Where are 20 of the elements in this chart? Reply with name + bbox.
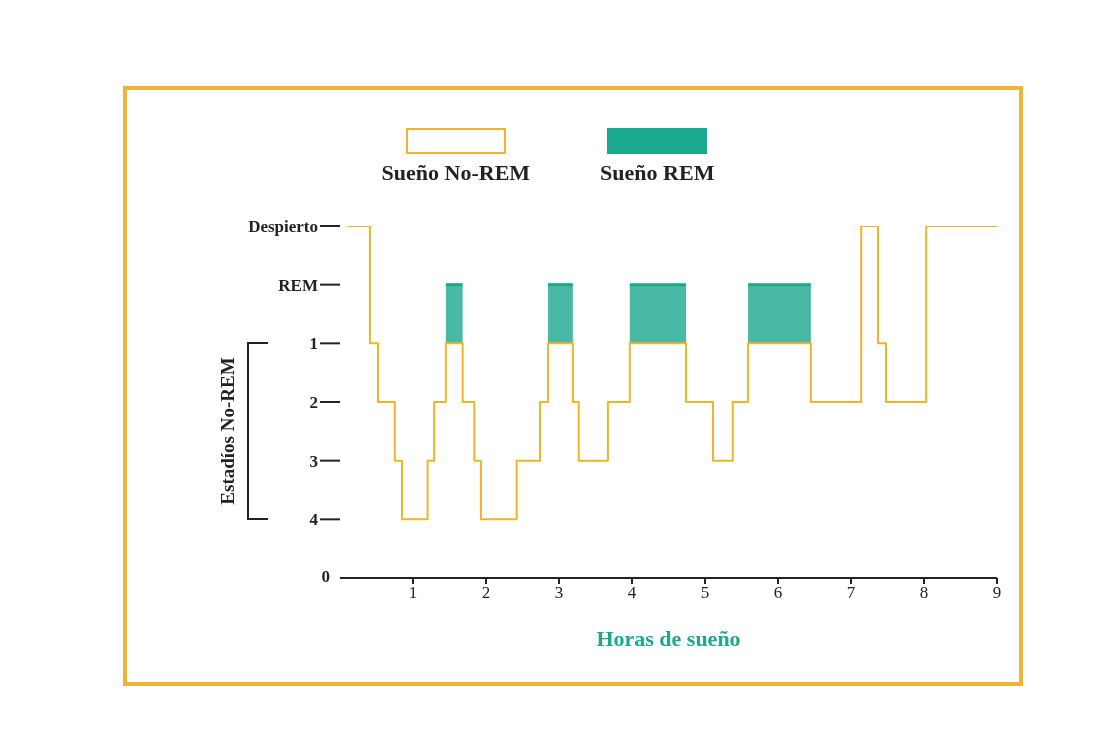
x-tick-label: 1 xyxy=(408,583,418,603)
y-tick-label: REM xyxy=(278,275,318,295)
x-tick-label: 7 xyxy=(846,583,856,603)
y-tick-label: 3 xyxy=(309,451,318,471)
x-tick-label: 8 xyxy=(919,583,929,603)
x-tick-label: 6 xyxy=(773,583,783,603)
x-tick-label: 5 xyxy=(700,583,710,603)
x-tick-label: 2 xyxy=(481,583,491,603)
y-tick-label: 4 xyxy=(309,510,319,530)
y-tick-label: Despierto xyxy=(248,217,318,237)
x-tick-label: 3 xyxy=(554,583,564,603)
legend-label: Sueño REM xyxy=(600,160,715,186)
y-tick-label: 1 xyxy=(309,334,318,354)
x-tick-label: 4 xyxy=(627,583,637,603)
y-axis-title: Estadíos No-REM xyxy=(217,357,239,505)
x-tick-label: 9 xyxy=(992,583,1002,603)
y-tick-label: 2 xyxy=(309,393,318,413)
text: 0 xyxy=(320,567,330,587)
legend-label: Sueño No-REM xyxy=(381,160,531,186)
x-axis-title: Horas de sueño xyxy=(595,626,742,652)
